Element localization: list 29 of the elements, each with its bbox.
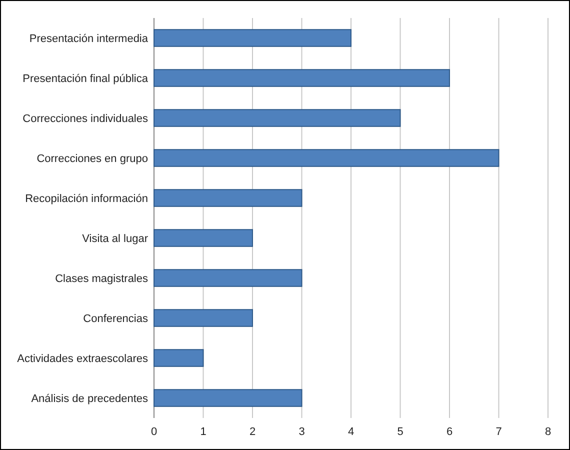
bar xyxy=(154,189,302,207)
x-tick-label: 1 xyxy=(200,426,206,438)
y-tick-label: Clases magistrales xyxy=(55,272,148,285)
x-tick-label: 8 xyxy=(544,426,552,438)
bar xyxy=(154,109,401,127)
bar xyxy=(154,309,253,327)
y-tick-label: Correcciones individuales xyxy=(22,112,148,125)
y-tick-label: Visita al lugar xyxy=(82,232,148,245)
bar xyxy=(154,269,302,287)
x-tick-label: 3 xyxy=(298,426,305,438)
x-tick-label: 0 xyxy=(150,426,158,438)
bar xyxy=(154,69,450,87)
x-tick-label: 2 xyxy=(249,426,256,438)
y-tick-label: Correcciones en grupo xyxy=(36,152,148,165)
bar xyxy=(154,349,204,367)
bar xyxy=(154,149,500,167)
y-tick-label: Presentación intermedia xyxy=(29,32,149,45)
bar xyxy=(154,389,302,407)
y-tick-label: Recopilación información xyxy=(25,192,148,205)
y-tick-label: Actividades extraescolares xyxy=(17,352,148,365)
y-tick-label: Análisis de precedentes xyxy=(31,392,148,405)
x-tick-label: 4 xyxy=(348,426,354,438)
y-tick-label: Presentación final pública xyxy=(22,72,149,85)
x-tick-label: 5 xyxy=(397,426,404,438)
bar xyxy=(154,29,352,47)
bar xyxy=(154,229,253,247)
y-tick-label: Conferencias xyxy=(83,312,148,325)
x-tick-label: 6 xyxy=(446,426,453,438)
x-tick-label: 7 xyxy=(496,426,502,438)
